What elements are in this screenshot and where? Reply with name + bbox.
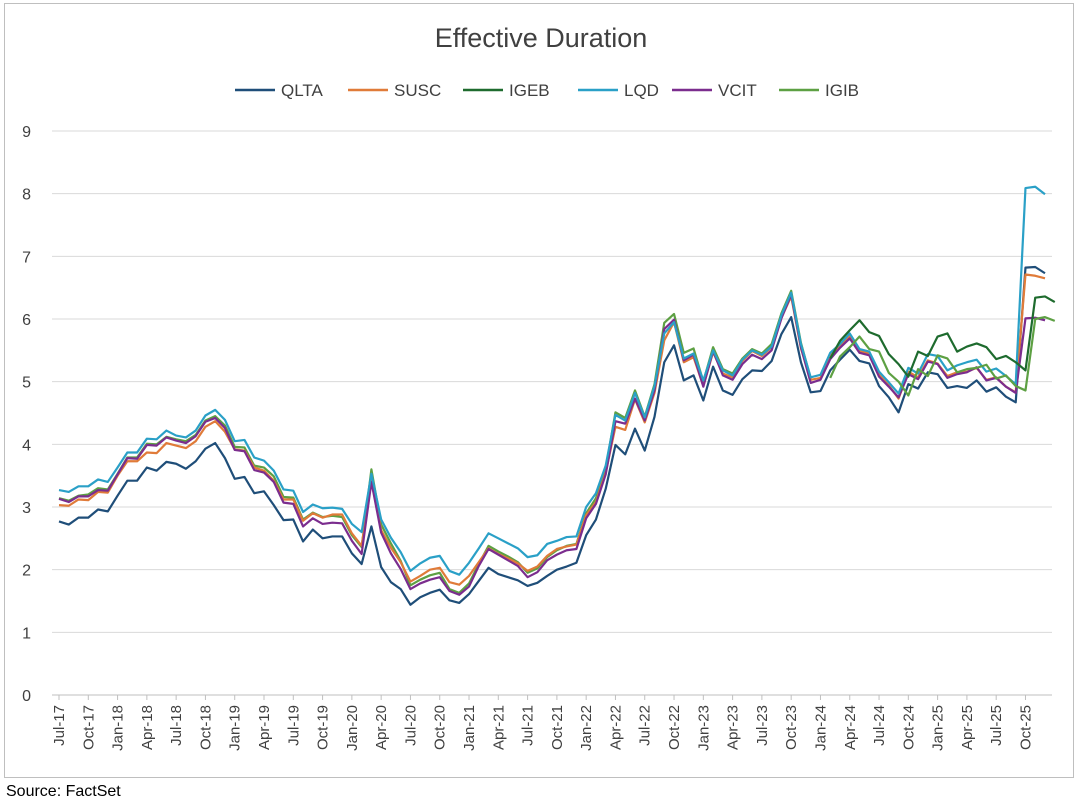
legend-label: LQD <box>624 81 659 100</box>
x-tick-label: Oct-25 <box>1017 705 1034 750</box>
x-tick-label: Jan-25 <box>930 705 947 751</box>
y-tick-label: 6 <box>22 312 31 329</box>
x-tick-label: Apr-22 <box>607 705 624 750</box>
series-line-igib <box>829 316 1056 397</box>
x-tick-label: Jul-22 <box>637 705 654 746</box>
y-tick-label: 2 <box>22 563 31 580</box>
x-tick-label: Apr-21 <box>490 705 507 750</box>
y-tick-label: 0 <box>22 688 31 705</box>
x-tick-label: Jul-19 <box>285 705 302 746</box>
x-tick-label: Oct-23 <box>783 705 800 750</box>
x-tick-label: Apr-19 <box>256 705 273 750</box>
y-tick-label: 5 <box>22 375 31 392</box>
x-tick-label: Jan-21 <box>461 705 478 751</box>
x-axis-labels: Jul-17 Oct-17 Jan-18 Apr-18 Jul-18 Oct-18 Jan-… <box>51 695 1034 751</box>
x-tick-label: Jan-18 <box>110 705 127 751</box>
x-tick-label: Oct-24 <box>900 705 917 750</box>
y-tick-label: 8 <box>22 187 31 204</box>
chart-title: Effective Duration <box>435 23 648 53</box>
x-tick-label: Jul-21 <box>520 705 537 746</box>
x-tick-label: Jul-17 <box>51 705 68 746</box>
x-tick-label: Apr-20 <box>373 705 390 750</box>
x-tick-label: Apr-24 <box>842 705 859 750</box>
legend-label: SUSC <box>394 81 441 100</box>
x-tick-label: Oct-22 <box>666 705 683 750</box>
legend-label: QLTA <box>281 81 324 100</box>
series-line-lqd <box>58 185 1046 576</box>
x-tick-label: Oct-17 <box>80 705 97 750</box>
line-chart: Effective Duration QLTA SUSC IGEB LQD VCIT IG… <box>22 23 1056 751</box>
y-tick-label: 7 <box>22 249 31 266</box>
x-tick-label: Jan-22 <box>578 705 595 751</box>
y-tick-label: 1 <box>22 625 31 642</box>
x-tick-label: Jul-18 <box>168 705 185 746</box>
x-tick-label: Oct-18 <box>197 705 214 750</box>
x-tick-label: Jul-24 <box>871 705 888 746</box>
x-tick-label: Jul-25 <box>988 705 1005 746</box>
y-tick-label: 9 <box>22 124 31 141</box>
x-tick-label: Oct-20 <box>432 705 449 750</box>
legend-label: IGIB <box>825 81 859 100</box>
series-line-susc <box>58 273 1046 586</box>
series-layer <box>58 185 1056 606</box>
gridlines <box>52 130 1052 696</box>
x-tick-label: Jan-20 <box>344 705 361 751</box>
x-tick-label: Oct-19 <box>315 705 332 750</box>
x-tick-label: Jul-23 <box>754 705 771 746</box>
x-tick-label: Oct-21 <box>549 705 566 750</box>
x-tick-label: Apr-18 <box>139 705 156 750</box>
y-tick-label: 3 <box>22 500 31 517</box>
x-tick-label: Apr-23 <box>725 705 742 750</box>
legend-label: VCIT <box>718 81 757 100</box>
series-line-qlta <box>58 265 1046 606</box>
x-tick-label: Jan-24 <box>812 705 829 751</box>
legend-label: IGEB <box>509 81 550 100</box>
source-note: Source: FactSet <box>6 783 121 800</box>
legend: QLTA SUSC IGEB LQD VCIT IGIB <box>235 81 859 100</box>
y-tick-label: 4 <box>22 437 31 454</box>
x-tick-label: Jan-19 <box>227 705 244 751</box>
series-line-igib-early <box>58 289 812 594</box>
series-line-vcit <box>58 293 1046 596</box>
x-tick-label: Jan-23 <box>695 705 712 751</box>
y-axis-labels: 0 1 2 3 4 5 6 7 8 9 <box>22 124 31 705</box>
chart-frame: Effective Duration QLTA SUSC IGEB LQD VCIT IG… <box>4 3 1074 778</box>
x-tick-label: Apr-25 <box>959 705 976 750</box>
series-line-igeb <box>829 295 1056 378</box>
x-tick-label: Jul-20 <box>402 705 419 746</box>
